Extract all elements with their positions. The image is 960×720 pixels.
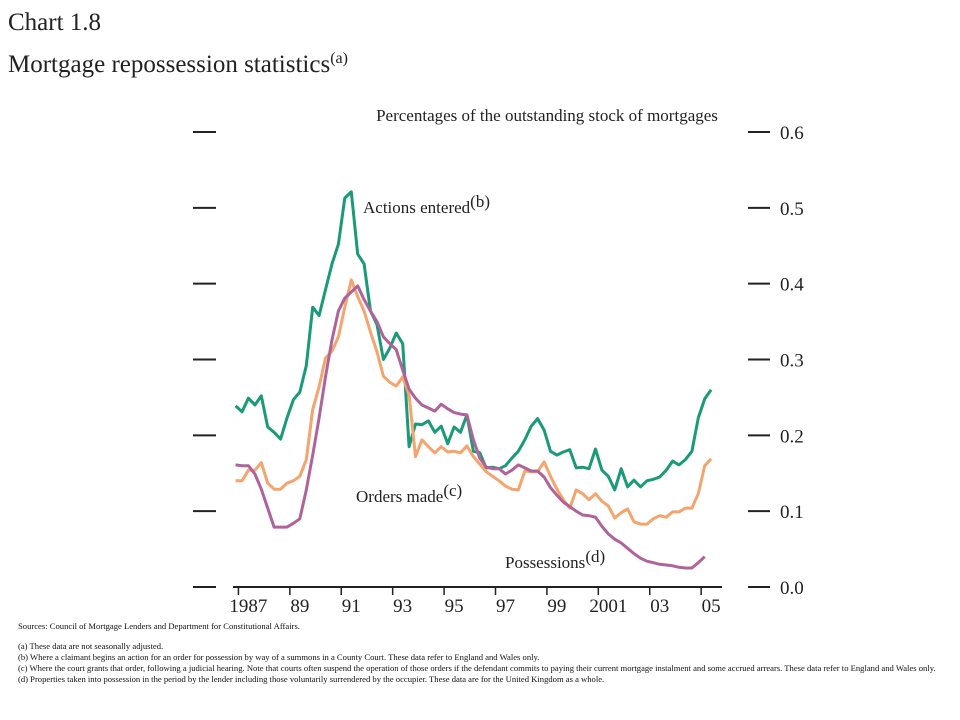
footnote: (d) Properties taken into possession in … <box>18 674 605 684</box>
x-tick-label: 97 <box>496 596 515 617</box>
y-tick-label: 0.6 <box>780 123 804 144</box>
y-tick-label: 0.5 <box>780 199 804 220</box>
x-tick-label: 03 <box>650 596 669 617</box>
x-tick-label: 2001 <box>589 596 627 617</box>
footnote: (a) These data are not seasonally adjust… <box>18 641 164 651</box>
series-line <box>235 278 713 526</box>
chart: Chart 1.8 Mortgage repossession statisti… <box>8 9 804 617</box>
y-tick-label: 0.0 <box>780 578 804 599</box>
axis-label: Percentages of the outstanding stock of … <box>376 106 718 125</box>
series-line <box>234 190 713 492</box>
series-line <box>235 284 706 570</box>
x-tick-label: 93 <box>393 596 412 617</box>
notes: Sources: Council of Mortgage Lenders and… <box>18 621 948 685</box>
x-tick-label: 99 <box>547 596 566 617</box>
chart-title: Chart 1.8 <box>8 9 101 36</box>
series-note: (b) <box>470 192 490 211</box>
y-tick-label: 0.2 <box>780 426 804 447</box>
sources: Sources: Council of Mortgage Lenders and… <box>18 621 300 631</box>
series-note: (d) <box>585 547 605 566</box>
chart-subtitle: Mortgage repossession statistics(a) <box>8 50 348 78</box>
series-name: Actions entered <box>363 198 471 217</box>
y-tick-label: 0.1 <box>780 502 804 523</box>
x-tick-label: 95 <box>445 596 464 617</box>
footnote: (b) Where a claimant begins an action fo… <box>18 652 540 662</box>
x-tick-label: 1987 <box>229 596 267 617</box>
x-tick-label: 05 <box>702 596 721 617</box>
series-name: Possessions <box>505 553 585 572</box>
y-tick-label: 0.3 <box>780 351 804 372</box>
subtitle-text: Mortgage repossession statistics <box>8 51 330 78</box>
series-label: Actions entered(b) <box>363 192 490 217</box>
subtitle-note: (a) <box>330 50 348 67</box>
y-tick-label: 0.4 <box>780 275 804 296</box>
footnote: (c) Where the court grants that order, f… <box>18 663 936 673</box>
series-name: Orders made <box>356 487 443 506</box>
series-label: Possessions(d) <box>505 547 605 572</box>
series-label: Orders made(c) <box>356 481 462 506</box>
x-tick-label: 91 <box>342 596 361 617</box>
x-tick-label: 89 <box>290 596 309 617</box>
series-note: (c) <box>443 481 462 500</box>
